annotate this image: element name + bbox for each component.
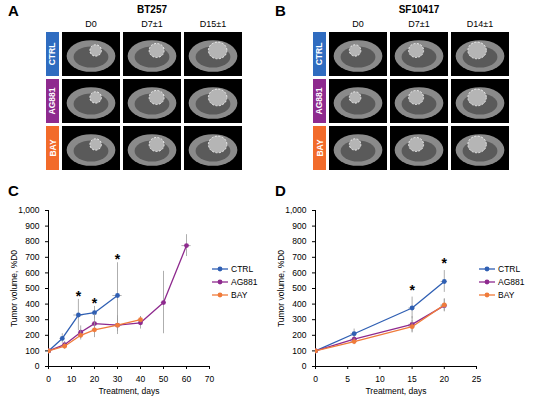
html-text:C: C <box>8 182 19 199</box>
html-text:BAY: BAY <box>231 289 248 300</box>
html-text:D0: D0 <box>352 19 364 29</box>
html-text:D7±1: D7±1 <box>408 19 430 29</box>
svg-text:*: * <box>409 282 415 298</box>
svg-text:600: 600 <box>292 268 306 278</box>
html-text:CTRL: CTRL <box>314 42 325 66</box>
html-text:D15±1: D15±1 <box>199 19 227 29</box>
svg-text:900: 900 <box>292 221 306 231</box>
svg-text:0: 0 <box>302 361 307 371</box>
svg-text:400: 400 <box>292 299 306 309</box>
svg-text:Tumor volume, %D0: Tumor volume, %D0 <box>9 250 19 327</box>
svg-text:20: 20 <box>90 374 100 384</box>
svg-text:20: 20 <box>440 374 450 384</box>
svg-text:10: 10 <box>67 374 77 384</box>
html-text:BAY: BAY <box>47 139 58 157</box>
html-text:CTRL: CTRL <box>498 263 521 274</box>
html-text:D0: D0 <box>85 19 97 29</box>
html-text:CTRL: CTRL <box>231 263 254 274</box>
html-text:BAY: BAY <box>314 139 325 157</box>
svg-text:200: 200 <box>292 330 306 340</box>
svg-text:100: 100 <box>292 346 306 356</box>
html-text:AG881: AG881 <box>231 276 258 287</box>
svg-text:*: * <box>442 255 448 271</box>
svg-text:0: 0 <box>35 361 40 371</box>
svg-text:Tumor volume, %D0: Tumor volume, %D0 <box>276 250 286 327</box>
svg-text:5: 5 <box>345 374 350 384</box>
svg-text:500: 500 <box>25 283 39 293</box>
svg-text:40: 40 <box>136 374 146 384</box>
html-text:AG881: AG881 <box>498 276 525 287</box>
svg-text:0: 0 <box>313 374 318 384</box>
svg-text:200: 200 <box>25 330 39 340</box>
svg-text:30: 30 <box>113 374 123 384</box>
svg-text:15: 15 <box>407 374 417 384</box>
svg-text:900: 900 <box>25 221 39 231</box>
html-text:CTRL: CTRL <box>47 42 58 66</box>
html-text:BT257: BT257 <box>137 4 167 15</box>
svg-text:*: * <box>92 295 98 311</box>
svg-text:600: 600 <box>25 268 39 278</box>
html-text:D14±1: D14±1 <box>466 19 494 29</box>
html-text:D: D <box>275 182 286 199</box>
svg-text:500: 500 <box>292 283 306 293</box>
svg-text:1,000: 1,000 <box>18 205 40 215</box>
svg-text:800: 800 <box>25 236 39 246</box>
svg-text:300: 300 <box>25 314 39 324</box>
svg-text:60: 60 <box>182 374 192 384</box>
svg-text:*: * <box>115 251 121 267</box>
svg-text:400: 400 <box>25 299 39 309</box>
html-text:AG881: AG881 <box>47 87 58 115</box>
svg-text:10: 10 <box>375 374 385 384</box>
svg-text:700: 700 <box>292 252 306 262</box>
html-text:A: A <box>8 2 19 19</box>
html-text:SF10417: SF10417 <box>398 4 440 15</box>
html-text:B: B <box>275 2 286 19</box>
svg-text:70: 70 <box>205 374 215 384</box>
html-text:AG881: AG881 <box>314 87 325 115</box>
html-text:D7±1: D7±1 <box>141 19 163 29</box>
svg-text:100: 100 <box>25 346 39 356</box>
svg-text:50: 50 <box>159 374 169 384</box>
svg-text:25: 25 <box>472 374 482 384</box>
svg-text:1,000: 1,000 <box>285 205 307 215</box>
svg-text:700: 700 <box>25 252 39 262</box>
svg-text:0: 0 <box>46 374 51 384</box>
svg-text:Treatment, days: Treatment, days <box>98 386 159 396</box>
html-text:BAY: BAY <box>498 289 515 300</box>
svg-text:800: 800 <box>292 236 306 246</box>
svg-text:300: 300 <box>292 314 306 324</box>
svg-text:Treatment, days: Treatment, days <box>365 386 426 396</box>
svg-text:*: * <box>76 288 82 304</box>
